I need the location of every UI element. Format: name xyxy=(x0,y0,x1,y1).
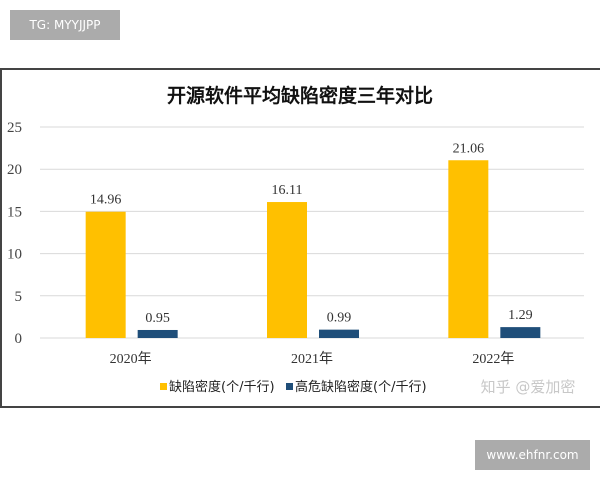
chart-frame xyxy=(0,68,600,408)
data-label: 16.11 xyxy=(272,183,303,198)
data-label: 0.95 xyxy=(145,311,170,326)
x-tick-label: 2021年 xyxy=(291,351,333,367)
bar-defect-2020年 xyxy=(85,211,126,338)
watermark-tag: TG: MYYJJPP xyxy=(10,10,120,40)
bar-defect-2021年 xyxy=(267,202,307,338)
chart-title: 开源软件平均缺陷密度三年对比 xyxy=(167,84,433,107)
legend-label: 高危缺陷密度(个/千行) xyxy=(295,379,427,395)
y-tick-label: 10 xyxy=(7,247,22,263)
x-tick-label: 2020年 xyxy=(110,351,152,367)
legend-label: 缺陷密度(个/千行) xyxy=(169,379,275,395)
bar-high-risk-2020年 xyxy=(137,329,178,338)
data-label: 21.06 xyxy=(453,141,485,156)
y-tick-label: 25 xyxy=(7,120,22,136)
legend-swatch xyxy=(286,383,293,390)
data-label: 0.99 xyxy=(327,311,352,326)
y-tick-label: 20 xyxy=(7,162,22,178)
x-tick-label: 2022年 xyxy=(472,351,514,367)
y-tick-label: 5 xyxy=(15,289,23,305)
watermark-site: www.ehfnr.com xyxy=(475,440,590,470)
legend-swatch xyxy=(160,383,167,390)
zhihu-watermark: 知乎 @爱加密 xyxy=(481,378,576,396)
y-tick-label: 0 xyxy=(15,331,23,347)
bar-defect-2022年 xyxy=(448,160,489,338)
bar-high-risk-2021年 xyxy=(319,329,359,338)
data-label: 14.96 xyxy=(90,193,122,208)
bar-high-risk-2022年 xyxy=(500,327,541,338)
data-label: 1.29 xyxy=(508,308,533,323)
y-tick-label: 15 xyxy=(7,204,22,220)
